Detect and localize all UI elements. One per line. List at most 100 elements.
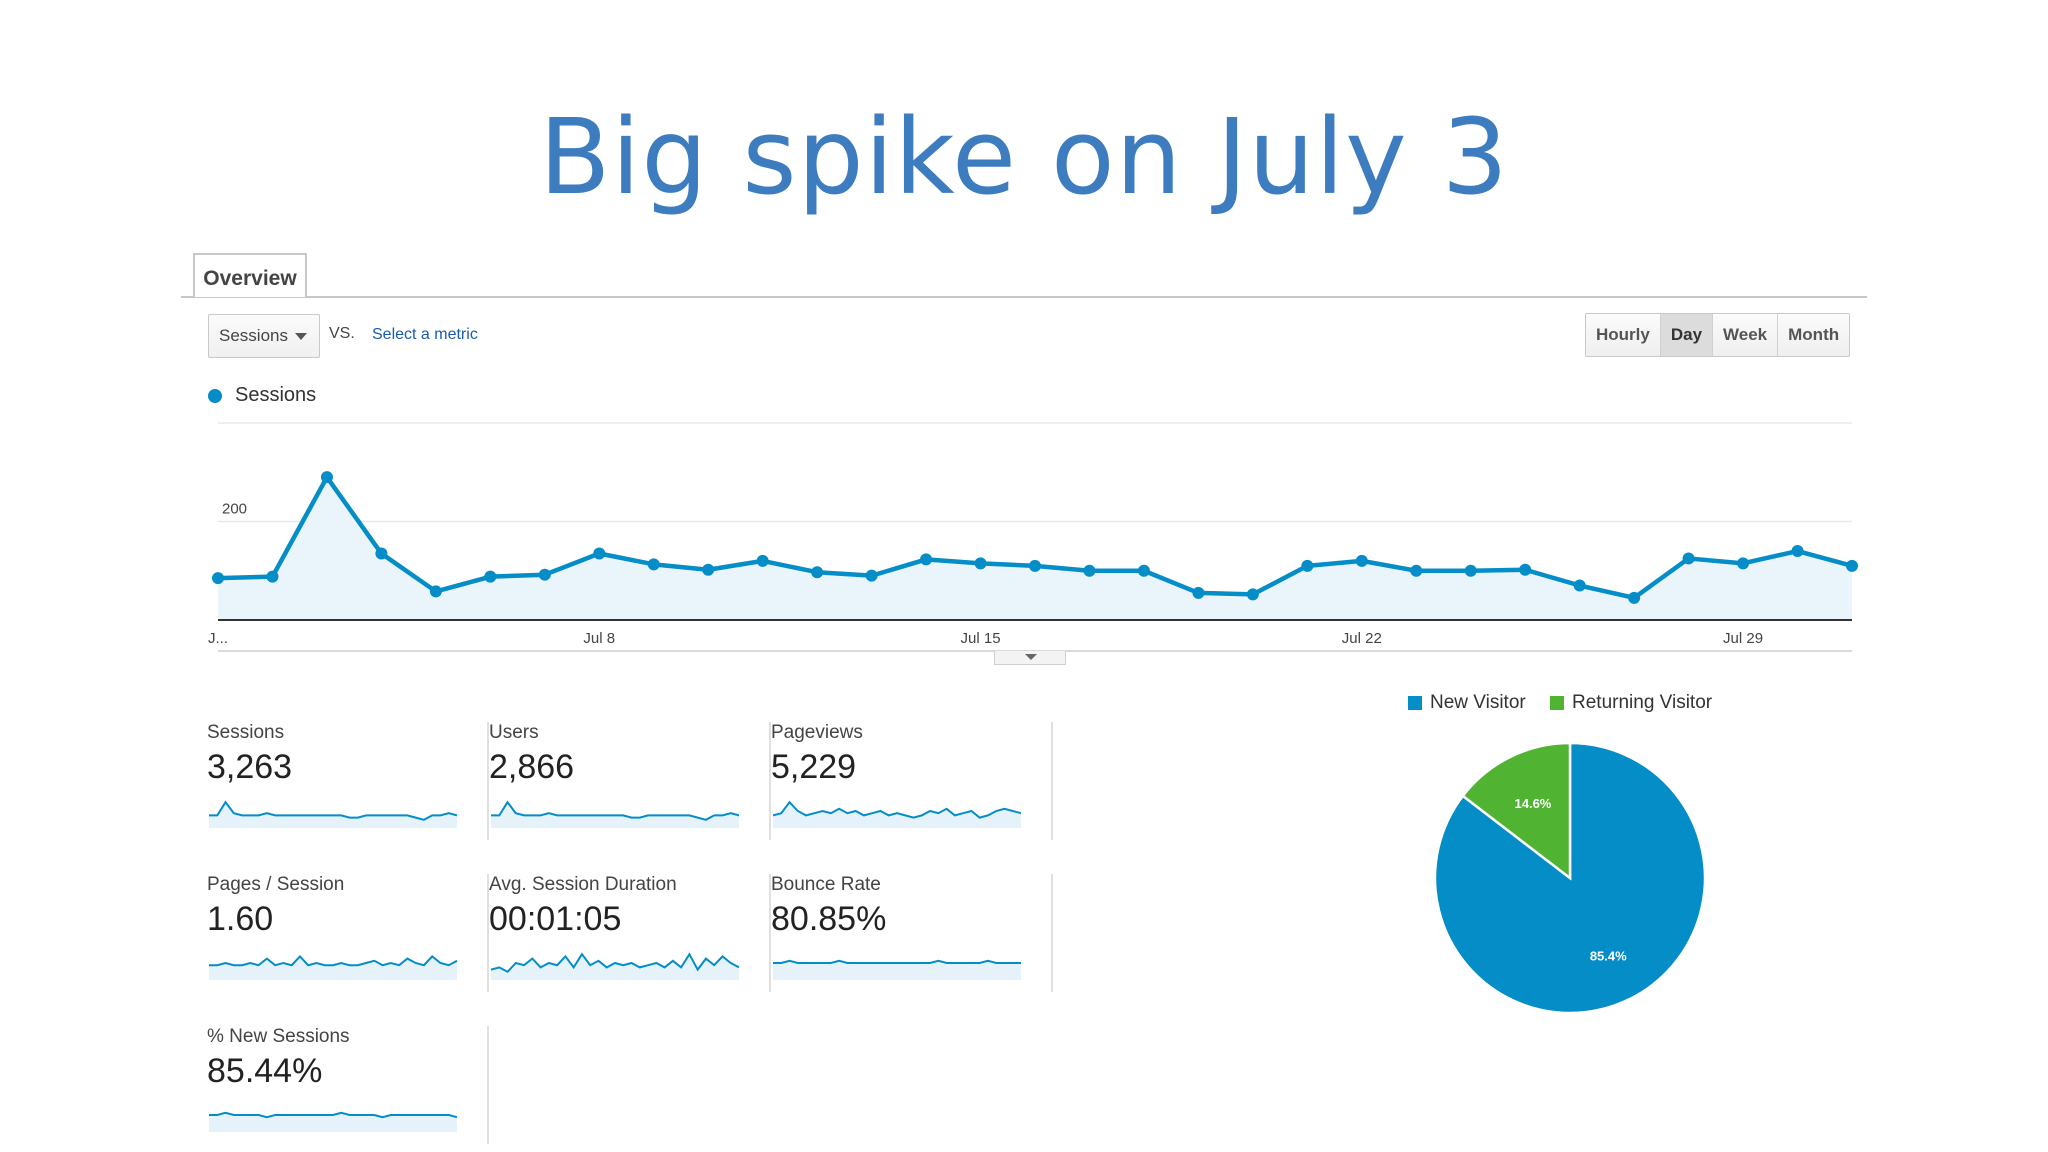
sparkline-area	[491, 802, 739, 828]
x-tick-label: Jul 8	[583, 630, 615, 647]
data-point	[1846, 559, 1858, 572]
data-point	[1410, 564, 1423, 577]
sparkline	[209, 1111, 458, 1132]
divider	[487, 874, 489, 992]
scorecard-label: Bounce Rate	[771, 874, 881, 895]
sparkline-area	[773, 802, 1021, 828]
vs-label: VS.	[329, 325, 355, 342]
data-point	[1682, 552, 1695, 565]
data-point	[1301, 559, 1314, 572]
sparkline-line	[209, 1111, 458, 1119]
sparkline-area	[209, 956, 457, 980]
data-point	[1737, 557, 1750, 570]
day-button[interactable]: Day	[1659, 314, 1713, 356]
month-button[interactable]: Month	[1777, 314, 1850, 356]
data-point	[865, 569, 878, 582]
series-area	[218, 477, 1852, 620]
chevron-down-icon	[1025, 654, 1037, 660]
sessions-legend-label[interactable]: Sessions	[235, 384, 317, 406]
scorecard-value: 5,229	[771, 748, 857, 786]
data-point	[484, 570, 497, 583]
sparkline-area	[491, 954, 739, 980]
legend-new-visitor[interactable]: New Visitor	[1408, 692, 1526, 714]
divider	[1051, 874, 1053, 992]
divider	[769, 874, 771, 992]
legend-label: Returning Visitor	[1572, 692, 1713, 713]
sparkline-area	[209, 1112, 457, 1132]
scorecard-label: Pageviews	[771, 722, 863, 743]
scorecard-value: 3,263	[207, 748, 293, 786]
y-tick-label: 200	[222, 501, 247, 518]
pie-slice-returning-visitor	[1461, 741, 1572, 881]
data-point	[1355, 554, 1368, 567]
pie-slice-label: 14.6%	[1515, 796, 1552, 811]
legend-returning-visitor[interactable]: Returning Visitor	[1550, 692, 1712, 714]
sparkline-line	[209, 954, 458, 967]
pie-slice-label: 85.4%	[1590, 948, 1627, 963]
scorecard-pageviews[interactable]: Pageviews 5,229	[771, 722, 1053, 840]
sparkline	[772, 800, 1022, 828]
y-tick-label: 400	[222, 415, 247, 419]
data-point	[1192, 586, 1205, 599]
sparkline	[490, 952, 740, 980]
data-point	[266, 570, 279, 583]
scorecard-new-sessions[interactable]: % New Sessions 85.44%	[207, 1026, 489, 1144]
collapse-chart-handle[interactable]	[994, 651, 1066, 665]
sparkline-line	[773, 959, 1021, 964]
data-point	[1137, 564, 1150, 577]
data-point	[974, 557, 987, 570]
scorecard-label: % New Sessions	[207, 1026, 350, 1047]
sparkline-line	[491, 800, 740, 821]
time-granularity-buttons: Hourly Day Week Month	[1585, 313, 1851, 357]
tab-strip	[181, 296, 1867, 298]
scorecard-sessions[interactable]: Sessions 3,263	[207, 722, 489, 840]
scorecard-value: 00:01:05	[489, 900, 622, 938]
data-point	[593, 547, 606, 560]
x-tick-label: J...	[208, 630, 228, 647]
divider	[487, 1026, 489, 1144]
chevron-down-icon	[295, 333, 307, 340]
data-point	[1573, 579, 1586, 592]
sessions-legend-dot	[208, 389, 222, 403]
metric-select[interactable]: Sessions	[208, 314, 320, 358]
data-point	[538, 568, 551, 581]
data-point	[375, 547, 388, 560]
sessions-line-chart: 200 400 J... Jul 8 Jul 15 Jul 22 Jul 29	[208, 415, 1858, 652]
sparkline	[209, 954, 458, 980]
select-metric-link[interactable]: Select a metric	[372, 326, 478, 343]
scorecard-value: 1.60	[207, 900, 274, 938]
hourly-button[interactable]: Hourly	[1586, 314, 1660, 356]
scorecard-label: Sessions	[207, 722, 285, 743]
data-point	[702, 563, 715, 576]
scorecard-value: 80.85%	[771, 900, 887, 938]
scorecard-value: 2,866	[489, 748, 575, 786]
sparkline-area	[209, 802, 457, 828]
scorecard-pages-per-session[interactable]: Pages / Session 1.60	[207, 874, 489, 992]
x-tick-label: Jul 22	[1342, 630, 1382, 647]
week-button[interactable]: Week	[1712, 314, 1778, 356]
sparkline-line	[490, 952, 740, 974]
data-point	[1519, 563, 1532, 576]
sparkline	[209, 800, 458, 828]
scorecard-label: Avg. Session Duration	[489, 874, 677, 895]
scorecard-value: 85.44%	[207, 1052, 323, 1090]
divider	[769, 722, 771, 840]
scorecard-users[interactable]: Users 2,866	[489, 722, 771, 840]
data-point	[1791, 545, 1804, 558]
scorecard-avg-session-duration[interactable]: Avg. Session Duration 00:01:05	[489, 874, 771, 992]
divider	[1051, 722, 1053, 840]
sparkline	[491, 800, 740, 828]
data-point	[647, 558, 660, 571]
visitor-type-pie-chart: 85.4% 14.6%	[1433, 741, 1707, 1015]
x-tick-label: Jul 15	[961, 630, 1001, 647]
returning-visitor-swatch	[1550, 696, 1564, 710]
scorecard-bounce-rate[interactable]: Bounce Rate 80.85%	[771, 874, 1053, 992]
data-point	[320, 471, 333, 484]
legend-label: New Visitor	[1430, 692, 1526, 713]
scorecard-label: Pages / Session	[207, 874, 345, 895]
x-tick-label: Jul 29	[1723, 630, 1763, 647]
tab-overview[interactable]: Overview	[193, 253, 307, 297]
data-point	[756, 554, 769, 567]
metric-select-label: Sessions	[219, 326, 288, 345]
sparkline	[773, 959, 1021, 980]
